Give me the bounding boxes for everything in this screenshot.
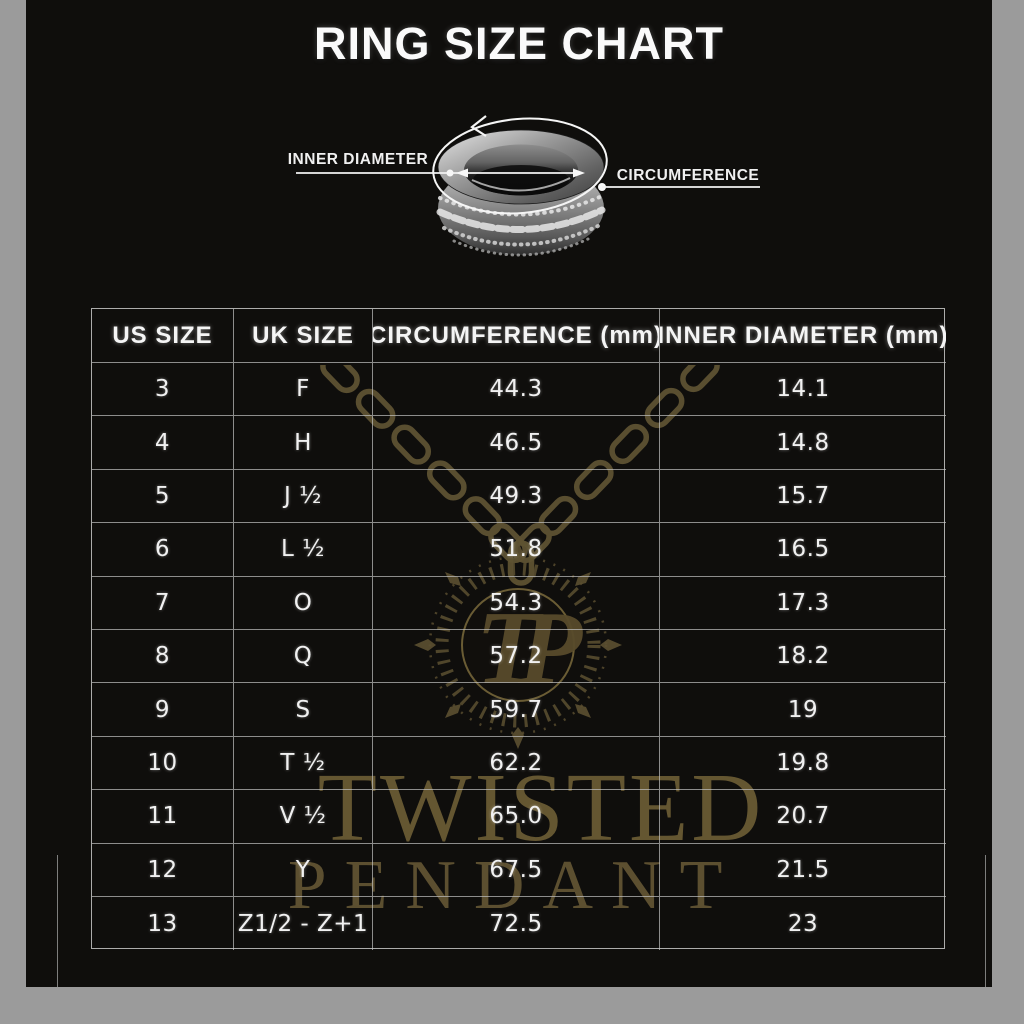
table-cell-circumference: 57.2 (373, 629, 660, 684)
table-cell-uk: S (234, 683, 373, 737)
table-cell-inner-diameter: 18.2 (660, 630, 946, 684)
circumference-label: CIRCUMFERENCE (617, 167, 760, 184)
table-cell-uk: T ½ (234, 736, 373, 791)
table-cell-inner-diameter: 23 (787, 910, 819, 937)
table-cell-uk: F (234, 363, 373, 417)
table-cell-us: 8 (92, 629, 234, 684)
table-cell-us: 12 (92, 843, 234, 897)
ring-photo (436, 129, 606, 257)
frame-line-right (985, 855, 986, 987)
inner-diameter-label: INNER DIAMETER (288, 151, 428, 168)
col-header-inner-diameter: INNER DIAMETER (mm) (660, 309, 946, 363)
circumference-callout: CIRCUMFERENCE (598, 167, 760, 191)
table-cell-circumference: 72.5 (373, 896, 660, 951)
table-cell-inner-diameter: 20.7 (660, 790, 946, 844)
table-cell-us: 3 (92, 363, 234, 417)
table-cell-uk: O (234, 576, 373, 630)
col-header-us-size: US SIZE (92, 309, 234, 363)
table-cell-circumference: 54.3 (373, 576, 660, 630)
table-cell-circumference: 65.0 (373, 790, 660, 844)
table-cell-circumference: 67.5 (373, 843, 660, 897)
table-cell-circumference: 49.3 (373, 469, 660, 524)
inner-diameter-callout: INNER DIAMETER (288, 151, 585, 178)
table-cell-inner-diameter: 17.3 (660, 577, 946, 630)
brand-word-pendant: PENDANT (290, 847, 740, 924)
table-cell-inner-diameter: 21.5 (660, 844, 946, 897)
table-cell-inner-diameter: 19 (660, 683, 946, 737)
table-cell-inner-diameter: 14.1 (660, 363, 946, 417)
table-cell-us: 13 (92, 896, 234, 951)
chain-right (512, 365, 720, 564)
table-cell-uk: H (234, 416, 373, 470)
table-cell-inner-diameter: 14.8 (660, 416, 946, 470)
table-cell-uk: L ½ (234, 523, 373, 577)
table-cell-circumference: 62.2 (373, 736, 660, 791)
table-cell-circumference: 59.7 (373, 683, 660, 737)
table-cell-uk: Q (234, 629, 373, 684)
table-cell-uk: Z1/2 - Z+1 (234, 896, 373, 951)
col-header-uk-size: UK SIZE (234, 309, 373, 363)
table-cell-inner-diameter: 15.7 (660, 470, 946, 524)
table-cell-uk: Y (234, 843, 373, 897)
page-title: RING SIZE CHART (313, 18, 724, 69)
table-cell-inner-diameter: 16.5 (660, 523, 946, 577)
table-cell-uk: V ½ (234, 790, 373, 844)
ring-measurement-diagram: INNER DIAMETER CIRCUMFERENCE (288, 115, 760, 257)
table-cell-circumference: 44.3 (373, 363, 660, 417)
table-cell-inner-diameter: 19.8 (660, 737, 946, 791)
table-cell-circumference: 51.8 (373, 523, 660, 577)
table-cell-us: 7 (92, 576, 234, 630)
frame-line-left (57, 855, 58, 987)
rotation-arrowhead (470, 115, 487, 137)
table-cell-us: 4 (92, 416, 234, 470)
chart-canvas: RING SIZE CHART (26, 0, 992, 987)
table-cell-us: 9 (92, 683, 234, 737)
col-header-circumference: CIRCUMFERENCE (mm) (373, 309, 660, 363)
chain-apex-link (507, 540, 535, 586)
table-cell-circumference: 46.5 (373, 416, 660, 470)
table-cell-us: 6 (92, 523, 234, 577)
table-cell-us: 11 (92, 790, 234, 844)
table-cell-us: 5 (92, 469, 234, 524)
table-cell-uk: J ½ (234, 469, 373, 524)
table-cell-us: 10 (92, 736, 234, 791)
medallion-points (414, 541, 622, 749)
ring-size-table: US SIZE UK SIZE CIRCUMFERENCE (mm) INNER… (91, 308, 946, 951)
